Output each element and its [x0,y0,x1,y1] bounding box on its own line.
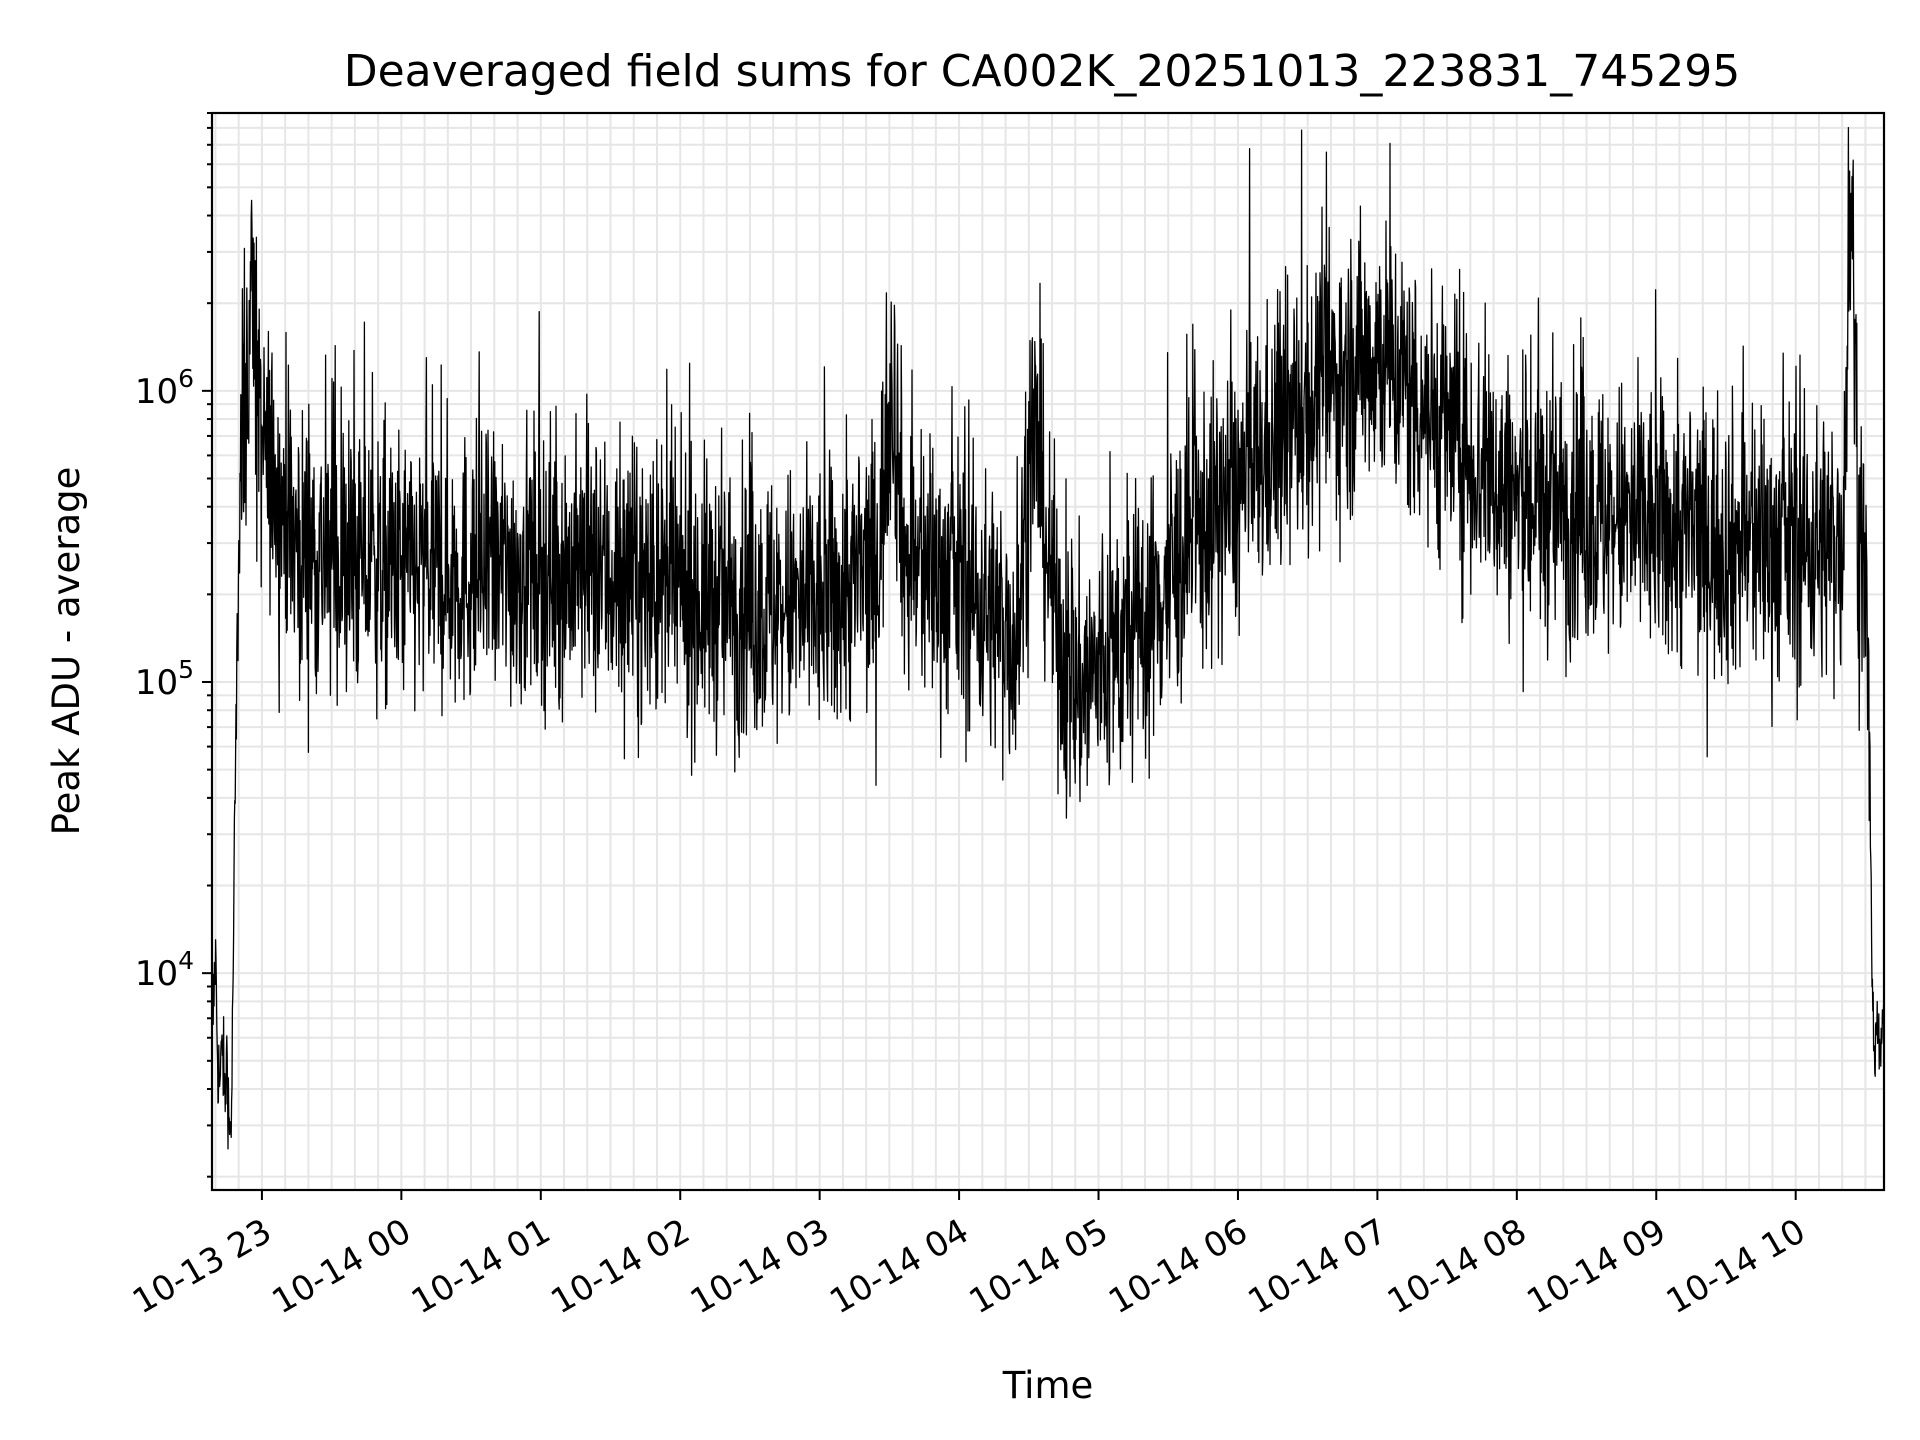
y-tick-label: 105 [135,655,194,703]
series-layer [211,126,1885,1150]
y-axis-label: Peak ADU - average [45,467,88,836]
plot-frame [210,111,1886,1192]
x-axis-label: Time [1002,1364,1094,1407]
y-tick-label: 104 [135,946,194,994]
chart-title: Deaveraged field sums for CA002K_2025101… [344,46,1741,97]
series-line [211,126,1885,1150]
y-tick-label: 106 [135,364,194,412]
